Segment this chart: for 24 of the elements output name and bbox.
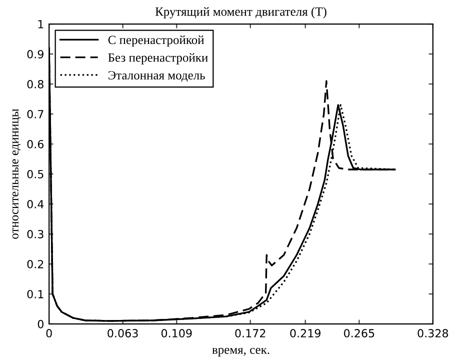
- y-tick-label: 0.9: [27, 50, 44, 58]
- y-tick-label: 0: [38, 320, 44, 328]
- x-tick-label: 0.219: [290, 329, 320, 338]
- x-tick-label: 0.265: [344, 329, 374, 338]
- x-tick-label: 0.063: [108, 329, 138, 338]
- legend-label: Без перенастройки: [108, 53, 208, 64]
- y-tick-label: 0.7: [27, 110, 44, 118]
- y-tick-label: 0.3: [27, 230, 44, 238]
- y-tick-label: 0.2: [27, 260, 44, 268]
- x-tick-label: 0.109: [161, 329, 192, 338]
- y-tick-label: 0.1: [27, 290, 44, 298]
- chart-title: Крутящий момент двигателя (Т): [155, 7, 326, 18]
- y-axis-title: относительные единицы: [12, 108, 21, 239]
- x-axis-title: время, сек.: [212, 348, 270, 356]
- x-tick-label: 0: [46, 329, 52, 338]
- legend-label: С перенастройкой: [108, 35, 204, 47]
- y-tick-label: 0.4: [27, 200, 44, 208]
- y-tick-label: 0.6: [27, 140, 44, 148]
- legend-label: Эталонная модель: [108, 71, 205, 82]
- x-tick-label: 0.328: [418, 329, 448, 338]
- x-tick-label: 0.172: [235, 329, 266, 338]
- y-tick-label: 0.8: [27, 80, 44, 88]
- y-tick-label: 0.5: [27, 170, 44, 178]
- y-tick-label: 1: [38, 20, 44, 28]
